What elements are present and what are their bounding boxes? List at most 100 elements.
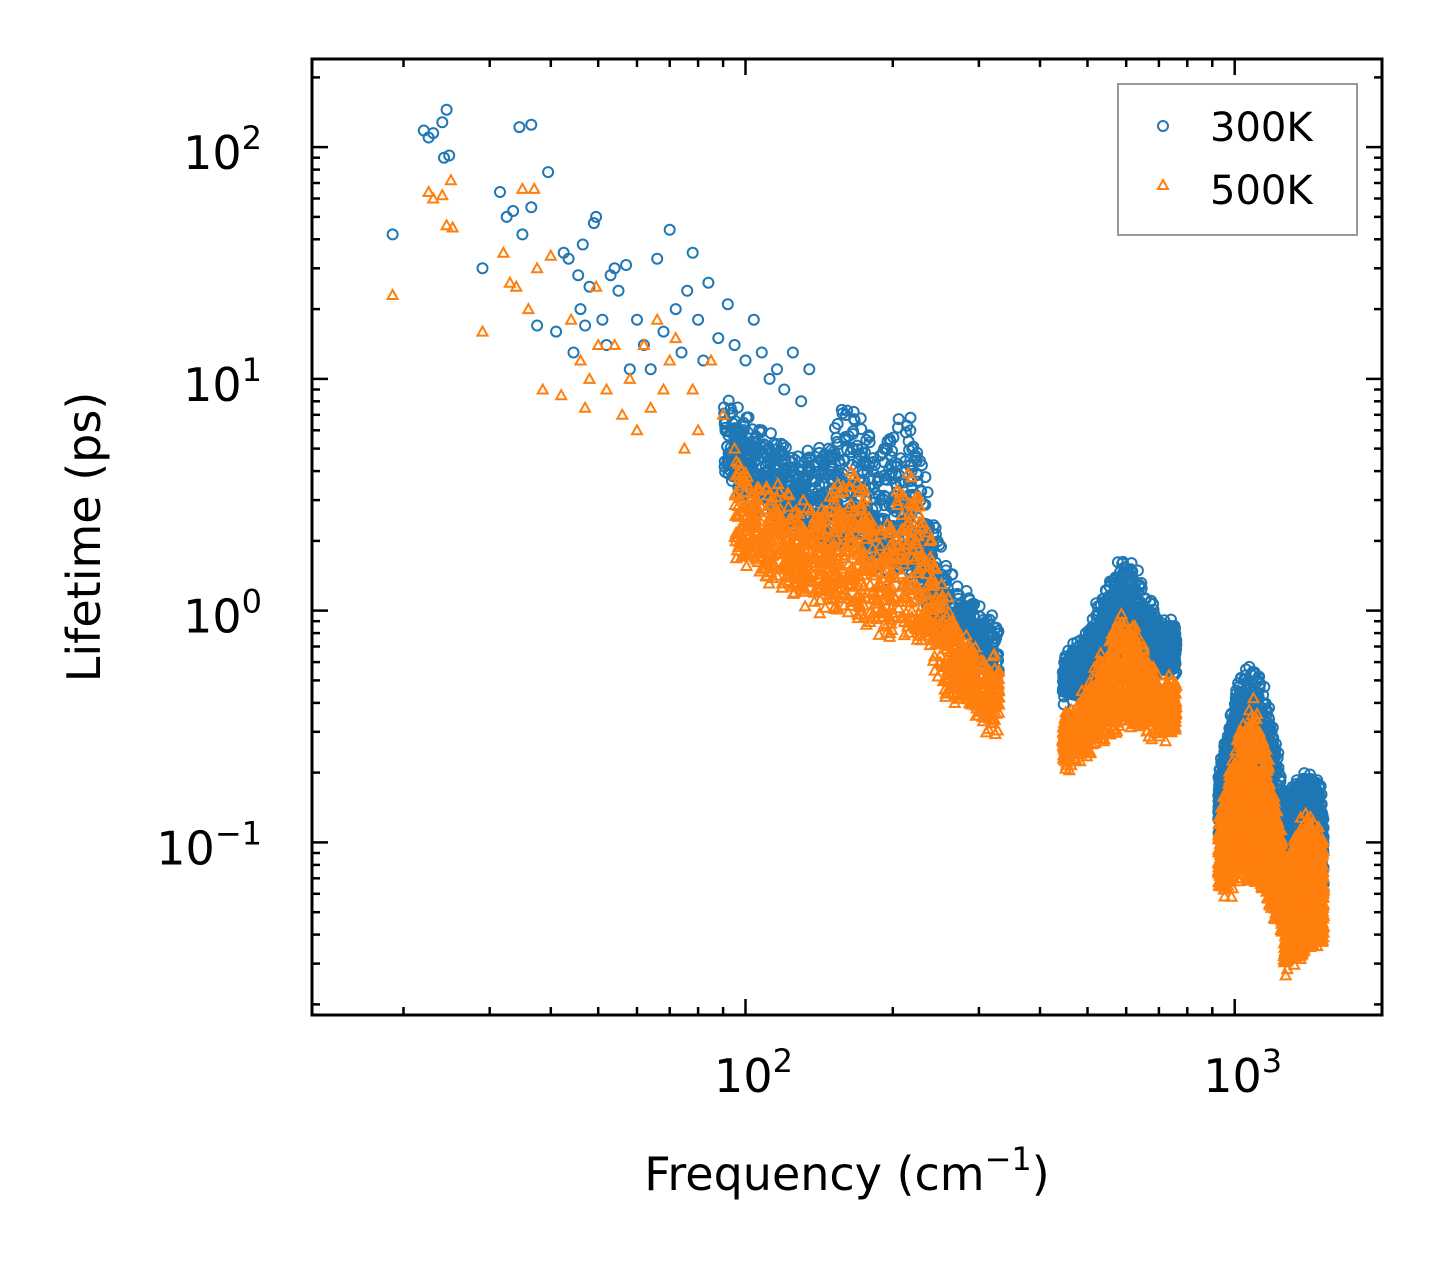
point-300k-band0-927	[927, 519, 940, 532]
point-300k-53	[747, 313, 760, 326]
point-300k-band0-763	[817, 468, 830, 481]
point-300k-band0-1008	[753, 424, 766, 436]
point-300k-band0-990	[919, 471, 932, 484]
point-300k-band0-818	[742, 411, 755, 424]
point-300k-44	[681, 284, 694, 297]
point-300k-band0-1114	[953, 599, 966, 612]
point-300k-band0-1135	[745, 452, 758, 465]
point-300k-54	[755, 346, 768, 359]
point-300k-band0-1054	[902, 435, 915, 448]
point-300k-33	[612, 284, 625, 297]
point-300k-band0-961	[801, 444, 814, 457]
point-300k-band0-1156	[959, 610, 972, 623]
point-300k-49	[712, 332, 725, 345]
point-300k-band0-134	[921, 486, 934, 499]
point-300k-11	[507, 205, 520, 217]
point-300k-16	[531, 319, 544, 332]
point-300k-band0-1168	[829, 422, 841, 435]
point-300k-band0-883	[929, 521, 942, 534]
point-300k-25	[579, 319, 592, 332]
point-300k-52	[739, 354, 752, 367]
point-300k-38	[644, 363, 657, 376]
point-300k-39	[651, 252, 664, 265]
point-300k-9	[494, 186, 506, 198]
point-300k-band0-1051	[951, 580, 964, 593]
point-300k-60	[803, 363, 816, 376]
point-300k-band0-1173	[775, 437, 788, 450]
point-300k-band0-1033	[881, 435, 894, 448]
point-300k-band0-799	[879, 442, 892, 455]
point-300k-45	[686, 246, 699, 259]
point-300k-8	[476, 262, 489, 275]
point-300k-band0-1170	[967, 623, 980, 636]
point-300k-band0-1182	[789, 468, 802, 480]
point-300k-band0-1192	[989, 635, 1001, 648]
point-300k-band0-497	[838, 454, 851, 467]
point-300k-band0-1080	[878, 473, 891, 486]
data-points	[385, 103, 1331, 981]
point-300k-band0-1171	[752, 446, 765, 458]
point-300k-59	[795, 395, 808, 408]
point-300k-29	[596, 313, 609, 326]
point-300k-42	[669, 303, 682, 316]
point-300k-27	[587, 217, 600, 230]
point-300k-band0-1102	[729, 415, 742, 428]
point-300k-band0-1174	[749, 435, 762, 448]
point-300k-band0-923	[737, 440, 749, 453]
point-300k-36	[631, 313, 643, 326]
point-300k-band0-1160	[775, 445, 788, 458]
point-300k-band0-989	[813, 469, 826, 481]
point-300k-band0-1057	[846, 427, 859, 440]
point-300k-band0-1115	[734, 433, 747, 446]
point-300k-band0-622	[886, 444, 898, 457]
point-300k-band0-815	[832, 438, 845, 451]
point-300k-band0-637	[847, 405, 860, 418]
point-300k-51	[728, 339, 741, 351]
point-300k-band0-1128	[759, 439, 772, 452]
point-300k-14	[525, 118, 538, 131]
point-300k-band0-987	[825, 462, 837, 475]
point-300k-18	[550, 325, 563, 338]
point-300k-band0-1172	[801, 464, 814, 477]
point-300k-band0-517	[973, 600, 986, 613]
point-300k-band0-1010	[856, 442, 869, 455]
point-300k-15	[525, 201, 538, 214]
point-300k-band0-1169	[789, 453, 802, 466]
point-300k-band0-1184	[764, 452, 777, 465]
point-300k-46	[692, 313, 705, 326]
point-300k-22	[572, 269, 585, 282]
point-300k-40	[657, 325, 670, 338]
point-300k-band0-1048	[863, 456, 876, 469]
point-300k-band0-743	[813, 446, 826, 459]
point-300k-band0-1113	[862, 429, 875, 442]
point-300k-4	[436, 116, 449, 129]
point-300k-band0-1139	[903, 443, 916, 456]
point-300k-band0-1104	[797, 475, 810, 487]
point-300k-band0-1107	[734, 447, 747, 460]
point-300k-band0-850	[863, 436, 876, 449]
point-300k-band0-1189	[768, 462, 781, 475]
point-300k-50	[721, 298, 734, 311]
point-300k-band0-1047	[800, 453, 813, 465]
point-300k-band0-168	[848, 414, 861, 427]
point-300k-band0-814	[749, 430, 762, 443]
point-300k-band0-1067	[876, 493, 889, 506]
point-300k-band0-992	[940, 559, 952, 572]
point-300k-23	[574, 303, 587, 316]
point-300k-41	[663, 223, 676, 236]
point-300k-band0-1175	[905, 458, 917, 471]
point-300k-band0-1085	[835, 403, 848, 416]
point-300k-band0-798	[904, 411, 917, 424]
point-300k-7	[443, 149, 456, 162]
point-300k-0	[386, 228, 399, 241]
point-300k-21	[567, 346, 580, 359]
point-300k-17	[542, 166, 555, 179]
point-300k-57	[778, 383, 791, 396]
point-300k-band0-1187	[718, 455, 731, 468]
point-300k-band0-1091	[978, 618, 991, 631]
point-300k-band0-1143	[777, 471, 790, 484]
point-300k-3	[427, 127, 440, 140]
point-300k-13	[516, 228, 529, 241]
point-300k-48	[702, 276, 715, 289]
